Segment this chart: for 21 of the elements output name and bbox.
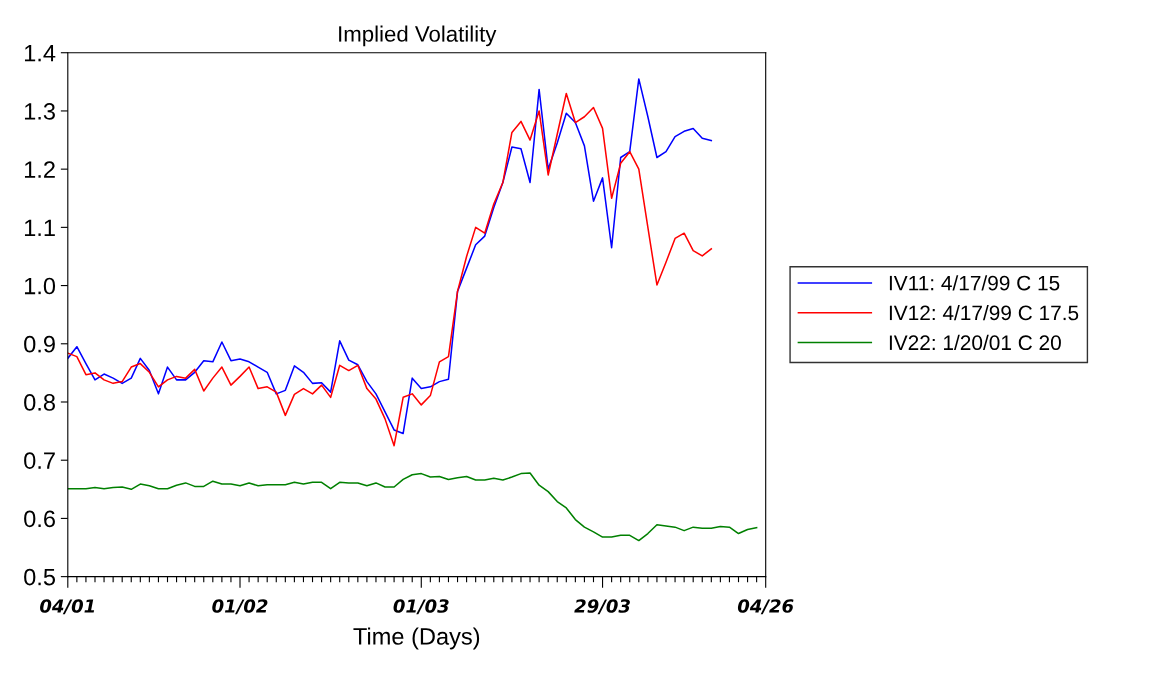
y-tick-label: 0.9 xyxy=(24,335,55,353)
x-tick-label: 01/02 xyxy=(212,599,268,615)
x-tick-label: 29/03 xyxy=(574,599,630,615)
y-tick-label: 0.5 xyxy=(24,568,56,586)
y-tick-label: 0.6 xyxy=(24,510,55,528)
y-tick-label: 1.0 xyxy=(24,277,56,295)
y-tick-label: 0.8 xyxy=(24,394,55,411)
y-tick-label: 0.7 xyxy=(24,452,55,469)
x-tick-label: 01/03 xyxy=(393,599,449,615)
line-series xyxy=(67,472,758,542)
x-tick-label: 04/01 xyxy=(40,599,95,615)
legend-label: IV22: 1/20/01 C 20 xyxy=(889,334,1061,351)
legend-label: IV12: 4/17/99 C 17.5 xyxy=(889,304,1079,321)
y-tick-label: 1.2 xyxy=(24,161,55,178)
y-tick-label: 1.3 xyxy=(24,103,55,120)
y-tick-label: 1.4 xyxy=(24,45,56,62)
y-tick-label: 1.1 xyxy=(24,219,55,236)
legend-label: IV11: 4/17/99 C 15 xyxy=(889,275,1060,291)
x-axis-title: Time (Days) xyxy=(353,627,480,650)
chart-title: Implied Volatility xyxy=(339,25,497,47)
x-tick-label: 04/26 xyxy=(737,599,794,615)
